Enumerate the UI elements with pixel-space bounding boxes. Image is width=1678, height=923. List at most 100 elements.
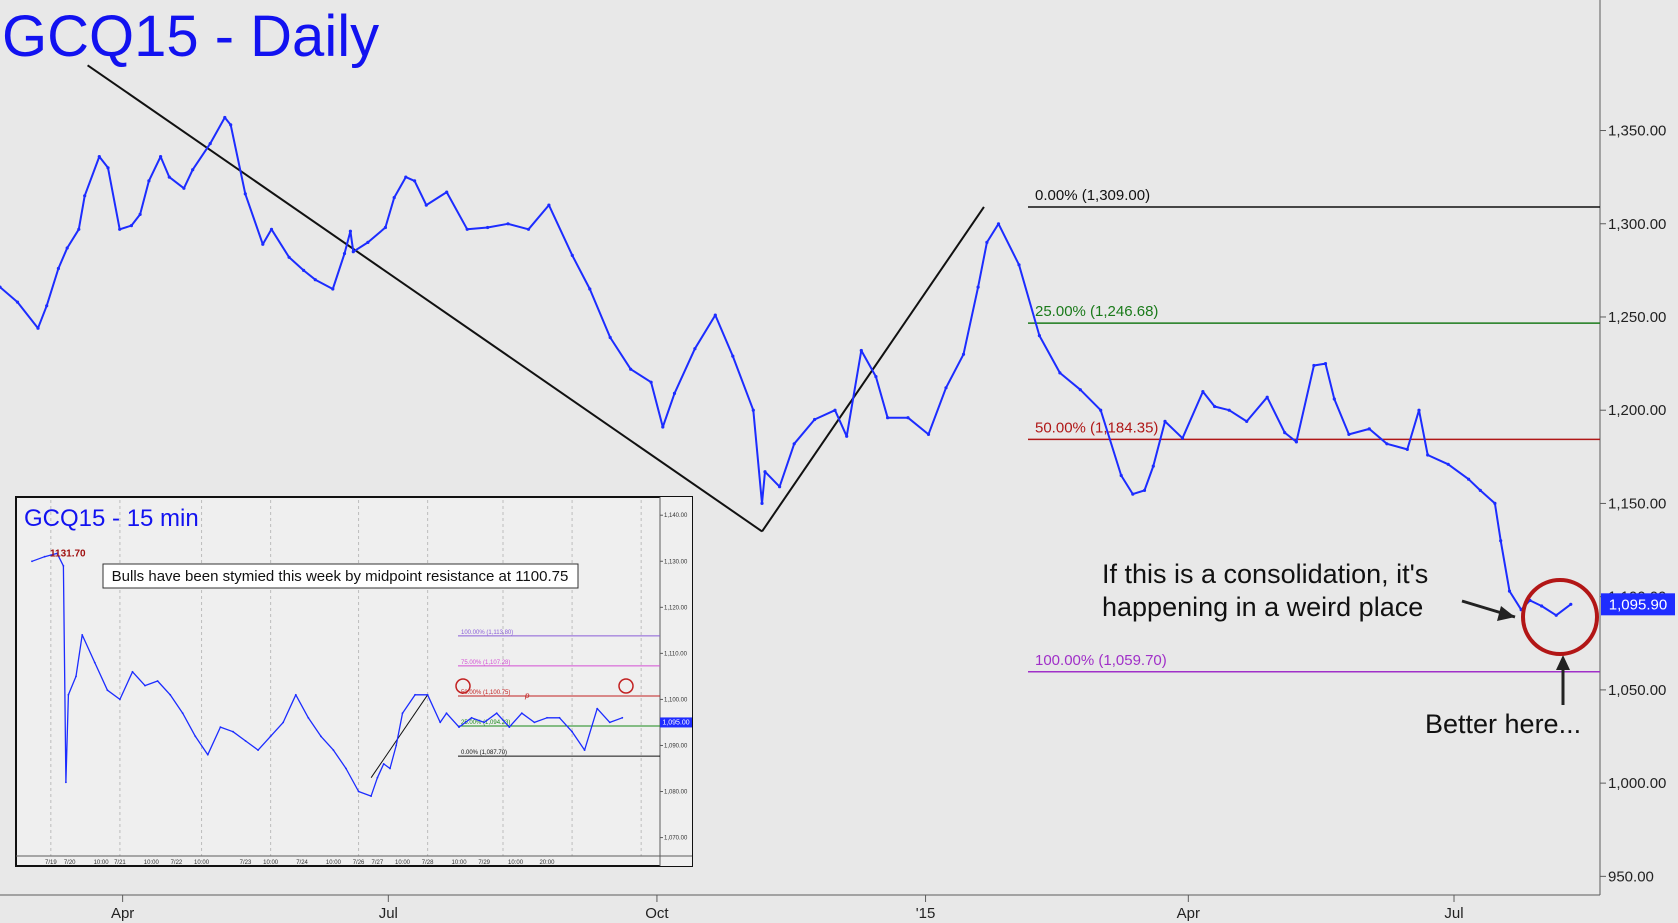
inset-price-point-20 [244, 740, 247, 742]
main-price-point-89 [1312, 363, 1316, 368]
main-price-point-69 [985, 240, 989, 244]
main-price-point-45 [608, 335, 612, 340]
inset-chart-frame [15, 496, 693, 867]
main-price-point-55 [763, 470, 767, 474]
current-price-box [1601, 593, 1675, 616]
main-price-point-107 [1554, 613, 1558, 617]
main-price-point-23 [269, 227, 274, 231]
main-fib-label-0: 0.00% (1,309.00) [1035, 187, 1150, 204]
inset-price-point-9 [106, 689, 109, 692]
main-y-tick-label-6: 1,250.00 [1608, 309, 1666, 326]
inset-price-point-13 [156, 680, 159, 682]
main-price-point-71 [1017, 263, 1021, 267]
main-price-point-75 [1099, 408, 1103, 412]
main-price-point-95 [1405, 447, 1409, 451]
main-price-point-74 [1078, 388, 1082, 392]
inset-x-tick-label-8: 10:00 [263, 860, 279, 866]
main-price-point-96 [1417, 408, 1421, 412]
main-y-tick-label-0: 950.00 [1608, 868, 1654, 885]
inset-price-point-28 [345, 767, 347, 770]
inset-x-tick-label-14: 7/28 [422, 860, 434, 866]
inset-price-point-39 [445, 712, 448, 715]
main-price-point-90 [1323, 362, 1328, 366]
main-price-point-29 [348, 229, 352, 233]
inset-x-tick-label-15: 10:00 [452, 860, 468, 866]
main-price-point-87 [1283, 431, 1287, 435]
inset-x-tick-label-0: 7/19 [45, 860, 57, 866]
inset-y-tick-label-5: 1,120.00 [664, 605, 688, 611]
inset-x-tick-label-2: 10:00 [94, 860, 110, 866]
inset-price-point-52 [608, 721, 611, 724]
inset-price-point-37 [426, 693, 429, 696]
inset-annotation-text: Bulls have been stymied this week by mid… [112, 568, 569, 585]
inset-fib-levels: 100.00% (1,113.80) 75.00% (1,107.28) 50.00… [458, 630, 660, 757]
main-price-point-13 [147, 179, 151, 183]
main-price-point-57 [792, 442, 796, 446]
main-price-point-35 [413, 179, 417, 183]
main-price-point-82 [1201, 390, 1205, 394]
inset-price-point-24 [294, 693, 297, 696]
inset-x-tick-label-10: 10:00 [326, 860, 342, 866]
inset-price-point-38 [439, 721, 442, 724]
inset-trendline-0 [370, 694, 429, 778]
main-price-point-73 [1058, 371, 1062, 375]
main-price-point-85 [1245, 419, 1249, 423]
inset-price-point-36 [414, 693, 416, 696]
main-price-point-68 [976, 285, 980, 289]
main-price-point-97 [1426, 453, 1430, 457]
main-x-ticks: Apr Jul Oct '15 Apr Jul [111, 895, 1464, 922]
inset-x-tick-label-12: 7/27 [372, 860, 384, 866]
inset-price-point-48 [558, 716, 561, 719]
inset-price-point-22 [269, 735, 272, 738]
inset-price-point-23 [282, 721, 285, 724]
inset-x-ticks: 7/19 7/20 10:00 7/21 10:00 7/22 10:00 7/23 10:00… [45, 860, 555, 866]
inset-price-point-45 [520, 712, 523, 715]
main-price-point-39 [486, 225, 490, 230]
inset-trendlines [370, 694, 429, 778]
main-y-tick-label-1: 1,000.00 [1608, 775, 1666, 792]
inset-price-point-3 [62, 565, 65, 567]
inset-y-tick-label-3: 1,100.00 [664, 697, 688, 703]
main-price-point-20 [229, 123, 233, 127]
main-annotations: If this is a consolidation, it's happeni… [1102, 559, 1599, 739]
main-fib-label-1: 25.00% (1,246.68) [1035, 303, 1158, 320]
main-price-point-81 [1180, 436, 1185, 440]
main-price-point-10 [118, 227, 122, 231]
main-price-point-101 [1493, 501, 1497, 505]
main-price-point-79 [1151, 464, 1155, 468]
inset-price-point-46 [533, 721, 536, 724]
inset-price-point-35 [401, 712, 404, 715]
main-price-point-33 [392, 196, 396, 200]
main-price-point-32 [383, 225, 387, 230]
inset-price-point-12 [144, 684, 146, 687]
main-price-point-67 [961, 352, 966, 356]
inset-current-price-box [660, 717, 692, 728]
main-price-point-46 [629, 367, 633, 371]
main-y-tick-label-4: 1,150.00 [1608, 495, 1666, 512]
main-price-point-77 [1131, 492, 1135, 496]
inset-x-tick-label-18: 20:00 [539, 860, 555, 866]
inset-price-point-1 [43, 555, 46, 558]
inset-x-tick-label-3: 7/21 [114, 860, 126, 866]
main-price-point-42 [547, 203, 551, 207]
main-price-point-3 [45, 304, 49, 308]
inset-fib-label-1: 75.00% (1,107.28) [461, 660, 510, 666]
main-price-point-14 [159, 155, 163, 159]
inset-y-tick-label-6: 1,130.00 [664, 559, 688, 565]
resistance-test-circle-1 [455, 678, 471, 694]
main-price-point-34 [404, 175, 408, 179]
current-price-tag: 1,095.90 [1601, 593, 1675, 616]
main-price-point-100 [1478, 488, 1482, 492]
main-price-point-5 [65, 246, 69, 250]
inset-fib-label-3: 25.00% (1,094.23) [461, 720, 510, 726]
main-price-point-11 [129, 224, 133, 228]
inset-price-line [31, 552, 623, 797]
inset-price-point-40 [458, 726, 460, 728]
inset-high-label: 1131.70 [50, 548, 86, 559]
inset-x-tick-label-4: 10:00 [144, 860, 160, 866]
main-price-point-12 [138, 212, 142, 216]
main-price-point-76 [1119, 473, 1123, 478]
annotation-arrow-right-head [1497, 606, 1515, 621]
consolidation-annotation-line-2: happening in a weird place [1102, 592, 1423, 622]
main-fib-levels: 0.00% (1,309.00) 25.00% (1,246.68) 50.00% … [1028, 187, 1600, 673]
